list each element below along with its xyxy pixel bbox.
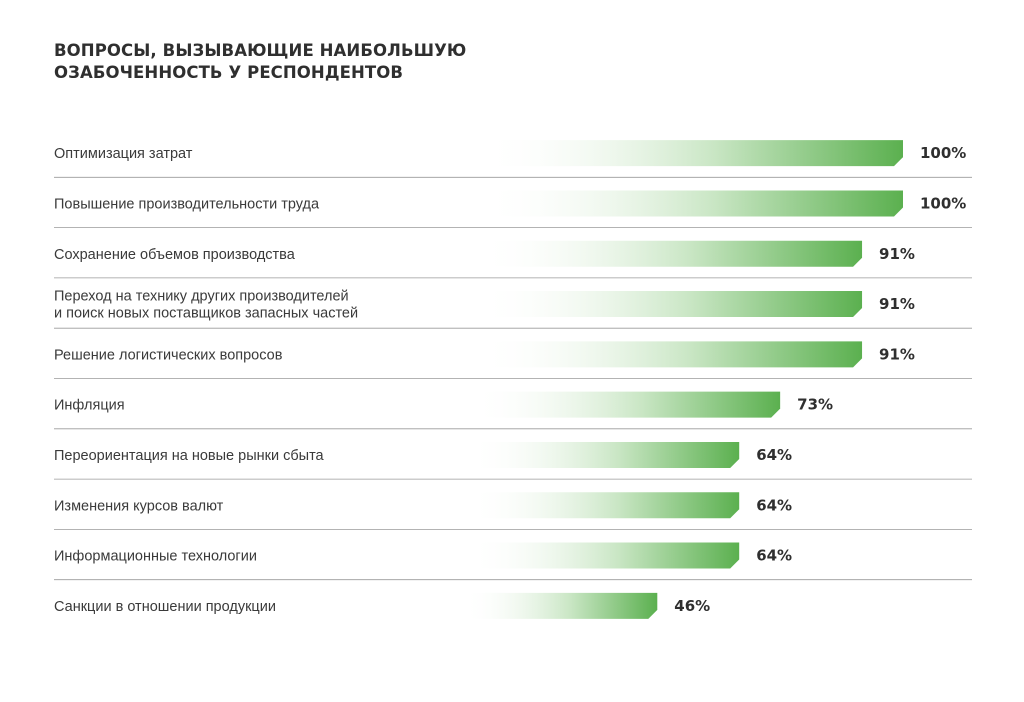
chart-title-line-1: ВОПРОСЫ, ВЫЗЫВАЮЩИЕ НАИБОЛЬШУЮ xyxy=(54,41,467,60)
value-label: 64% xyxy=(756,446,792,464)
bar xyxy=(464,592,658,619)
value-label: 100% xyxy=(920,194,966,212)
chart-row: Инфляция 73% xyxy=(54,391,972,430)
chart-row: Санкции в отношении продукции 46% xyxy=(54,592,710,619)
bar xyxy=(479,341,863,368)
category-label: Оптимизация затрат xyxy=(54,146,193,162)
chart-row: Переход на технику других производителей… xyxy=(54,289,972,329)
category-label: Информационные технологии xyxy=(54,549,257,565)
value-label: 64% xyxy=(756,547,792,565)
chart-title-line-2: ОЗАБОЧЕННОСТЬ У РЕСПОНДЕНТОВ xyxy=(54,63,404,82)
value-label: 91% xyxy=(879,345,915,363)
category-label: Решение логистических вопросов xyxy=(54,347,283,363)
chart-row: Переориентация на новые рынки сбыта 64% xyxy=(54,441,972,480)
value-label: 91% xyxy=(879,245,915,263)
bar xyxy=(473,391,781,418)
category-label: и поиск новых поставщиков запасных часте… xyxy=(54,306,358,322)
value-label: 91% xyxy=(879,295,915,313)
category-label: Изменения курсов валют xyxy=(54,498,224,514)
chart-row: Решение логистических вопросов 91% xyxy=(54,341,972,379)
bar xyxy=(470,441,740,468)
category-label: Переориентация на новые рынки сбыта xyxy=(54,448,325,464)
category-label: Повышение производительности труда xyxy=(54,196,320,212)
value-label: 73% xyxy=(797,396,833,414)
category-label: Сохранение объемов производства xyxy=(54,247,296,263)
chart-row: Изменения курсов валют 64% xyxy=(54,492,972,530)
value-label: 64% xyxy=(756,496,792,514)
category-label: Переход на технику других производителей xyxy=(54,289,349,305)
chart-title: ВОПРОСЫ, ВЫЗЫВАЮЩИЕ НАИБОЛЬШУЮ ОЗАБОЧЕНН… xyxy=(54,40,574,84)
bar xyxy=(479,240,863,267)
value-label: 100% xyxy=(920,144,966,162)
bar xyxy=(470,542,740,569)
chart-row: Оптимизация затрат 100% xyxy=(54,140,972,178)
bar xyxy=(479,291,863,318)
chart-row: Повышение производительности труда 100% xyxy=(54,190,972,229)
category-label: Инфляция xyxy=(54,398,125,414)
chart-row: Информационные технологии 64% xyxy=(54,542,972,581)
chart-row: Сохранение объемов производства 91% xyxy=(54,240,972,279)
category-label: Санкции в отношении продукции xyxy=(54,599,276,615)
bar xyxy=(483,140,903,167)
bar xyxy=(483,190,903,217)
bar xyxy=(470,492,740,519)
value-label: 46% xyxy=(674,597,710,615)
